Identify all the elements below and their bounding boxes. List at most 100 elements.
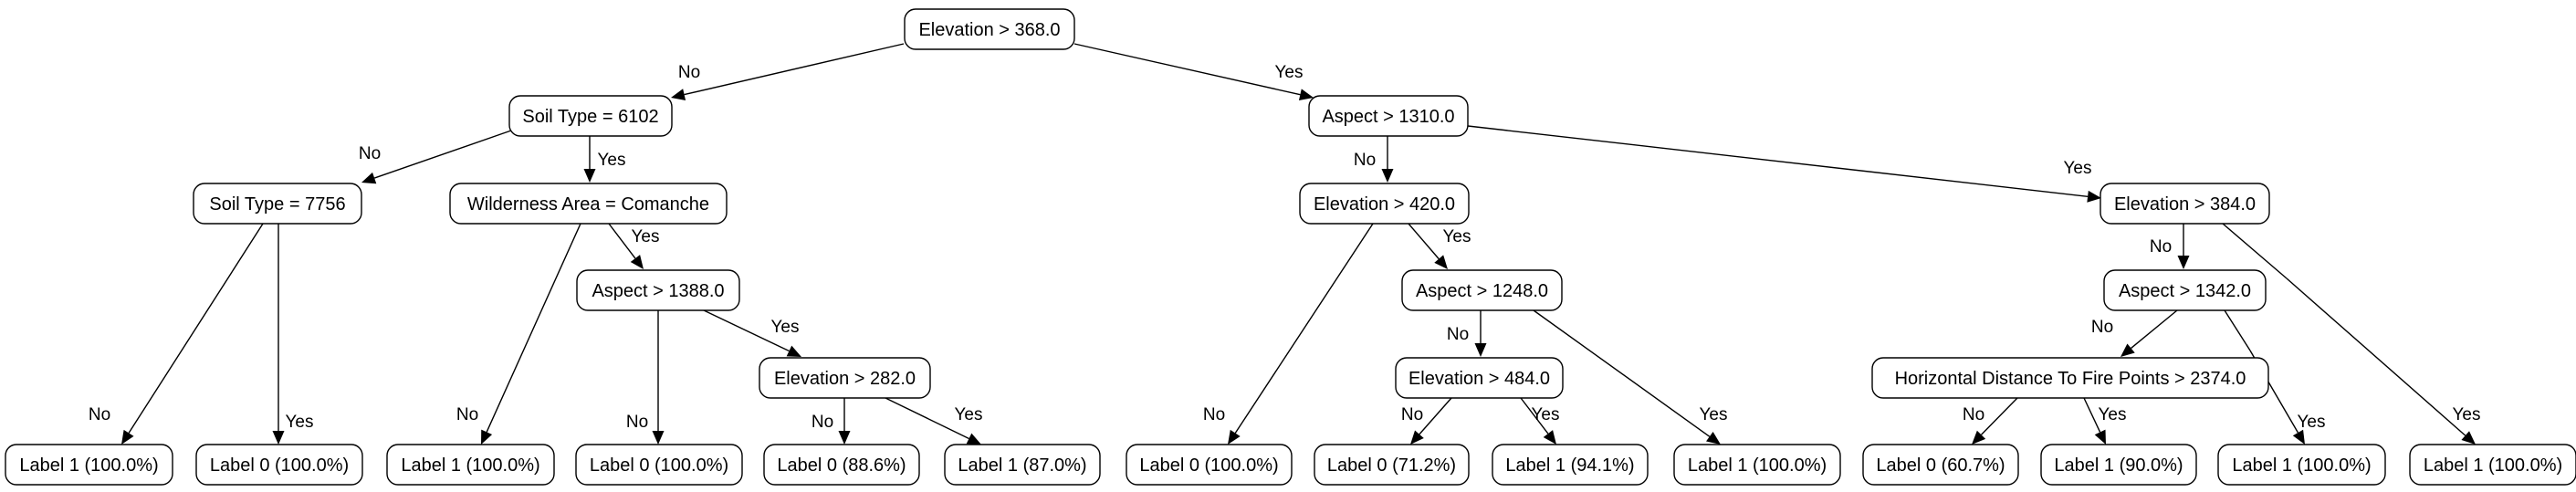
- node-label: Label 1 (94.1%): [1505, 455, 1634, 476]
- decision-node: Elevation > 484.0: [1395, 357, 1564, 399]
- edge-label-yes: Yes: [955, 405, 983, 424]
- arrowhead: [1434, 255, 1448, 269]
- decision-node: Soil Type = 6102: [508, 95, 673, 137]
- leaf-node: Label 1 (94.1%): [1492, 444, 1649, 486]
- edge-label-yes: Yes: [1700, 405, 1728, 424]
- node-box: [1871, 357, 2269, 399]
- node-label: Horizontal Distance To Fire Points > 237…: [1895, 369, 2246, 389]
- tree-nodes: Elevation > 368.0 Soil Type = 6102 Aspect …: [5, 8, 2576, 486]
- node-box: [193, 183, 362, 225]
- node-box: [575, 444, 743, 486]
- tree-edges: No Yes No Yes No Yes No Yes No Yes No Yes No Yes No Yes…: [89, 43, 2481, 445]
- node-box: [763, 444, 920, 486]
- decision-node: Aspect > 1248.0: [1401, 269, 1563, 311]
- node-box: [2040, 444, 2197, 486]
- arrowhead: [652, 431, 665, 445]
- edge-label-yes: Yes: [2064, 159, 2092, 178]
- arrowhead: [361, 172, 377, 184]
- decision-node: Elevation > 282.0: [759, 357, 931, 399]
- decision-node: Elevation > 420.0: [1299, 183, 1470, 225]
- edge-n_lrr-leaf_4: No: [626, 310, 665, 445]
- edge-n_rrll-leaf_12: Yes: [2083, 397, 2127, 445]
- decision-node: Horizontal Distance To Fire Points > 237…: [1871, 357, 2269, 399]
- edge-n_rrll-leaf_11: No: [1963, 397, 2018, 445]
- node-box: [195, 444, 363, 486]
- edge-line: [1408, 223, 1440, 260]
- edge-n_lr-n_lrr: Yes: [608, 223, 660, 269]
- node-label: Label 1 (100.0%): [2424, 455, 2562, 476]
- node-box: [1673, 444, 1841, 486]
- node-box: [576, 269, 740, 311]
- edge-label-yes: Yes: [2099, 405, 2127, 424]
- node-label: Aspect > 1342.0: [2119, 281, 2251, 301]
- edge-n_lr-leaf_3: No: [456, 223, 581, 445]
- leaf-node: Label 0 (100.0%): [575, 444, 743, 486]
- edge-label-no: No: [1447, 325, 1469, 344]
- node-box: [1492, 444, 1649, 486]
- edge-line: [1467, 125, 2089, 197]
- edge-n_ll-leaf_1: No: [89, 223, 264, 445]
- edge-label-no: No: [359, 144, 381, 163]
- node-label: Wilderness Area = Comanche: [467, 194, 709, 215]
- arrowhead: [2094, 429, 2106, 445]
- decision-node: Wilderness Area = Comanche: [449, 183, 728, 225]
- edge-line: [2131, 309, 2178, 350]
- edge-line: [128, 223, 264, 434]
- node-box: [2217, 444, 2386, 486]
- node-label: Label 0 (100.0%): [590, 455, 728, 476]
- edge-n_rlr-leaf_10: Yes: [1533, 309, 1728, 445]
- node-label: Label 0 (71.2%): [1327, 455, 1456, 476]
- leaf-node: Label 1 (100.0%): [2217, 444, 2386, 486]
- node-label: Label 0 (100.0%): [1139, 455, 1278, 476]
- node-label: Aspect > 1310.0: [1322, 107, 1454, 127]
- decision-node: Elevation > 384.0: [2100, 183, 2270, 225]
- arrowhead: [2292, 429, 2305, 445]
- decision-node: Elevation > 368.0: [904, 8, 1075, 50]
- edge-label-no: No: [456, 405, 478, 424]
- edge-label-no: No: [2091, 318, 2113, 337]
- arrowhead: [2177, 256, 2190, 269]
- node-box: [2100, 183, 2270, 225]
- edge-label-no: No: [1203, 405, 1225, 424]
- node-box: [1308, 95, 1469, 137]
- node-box: [1395, 357, 1564, 399]
- arrowhead: [583, 169, 596, 183]
- node-box: [449, 183, 728, 225]
- edge-n_lrrr-leaf_5: No: [812, 398, 851, 445]
- node-label: Aspect > 1388.0: [592, 281, 724, 301]
- node-box: [2409, 444, 2576, 486]
- edge-label-yes: Yes: [1532, 405, 1560, 424]
- node-label: Soil Type = 7756: [209, 194, 345, 215]
- edge-label-no: No: [1354, 151, 1376, 170]
- edge-line: [1073, 43, 1301, 96]
- leaf-node: Label 1 (100.0%): [2409, 444, 2576, 486]
- edge-n_l-n_ll: No: [359, 130, 512, 184]
- edge-label-yes: Yes: [2298, 413, 2326, 432]
- edge-label-yes: Yes: [632, 227, 660, 246]
- edge-label-yes: Yes: [286, 413, 314, 432]
- edge-line: [1234, 223, 1374, 434]
- node-label: Soil Type = 6102: [522, 107, 658, 127]
- edge-line: [1981, 397, 2018, 435]
- arrowhead: [481, 429, 493, 445]
- decision-node: Aspect > 1388.0: [576, 269, 740, 311]
- node-label: Label 0 (88.6%): [777, 455, 906, 476]
- edge-n_rl-leaf_7: No: [1203, 223, 1374, 445]
- edge-n_rlr-n_rlrl: No: [1447, 310, 1487, 357]
- node-box: [944, 444, 1101, 486]
- arrowhead: [630, 255, 644, 269]
- node-box: [904, 8, 1075, 50]
- edge-line: [684, 43, 905, 96]
- leaf-node: Label 0 (71.2%): [1314, 444, 1470, 486]
- arrowhead: [2461, 431, 2476, 445]
- edge-label-yes: Yes: [2453, 405, 2481, 424]
- node-box: [1314, 444, 1470, 486]
- leaf-node: Label 0 (100.0%): [1126, 444, 1293, 486]
- edge-label-no: No: [89, 405, 110, 424]
- edge-label-yes: Yes: [771, 318, 800, 337]
- node-label: Elevation > 368.0: [918, 20, 1060, 40]
- edge-label-yes: Yes: [598, 151, 626, 170]
- edge-root-n_l: No: [671, 43, 905, 100]
- edge-line: [2083, 397, 2101, 433]
- edge-n_rrl-n_rrll: No: [2091, 309, 2178, 357]
